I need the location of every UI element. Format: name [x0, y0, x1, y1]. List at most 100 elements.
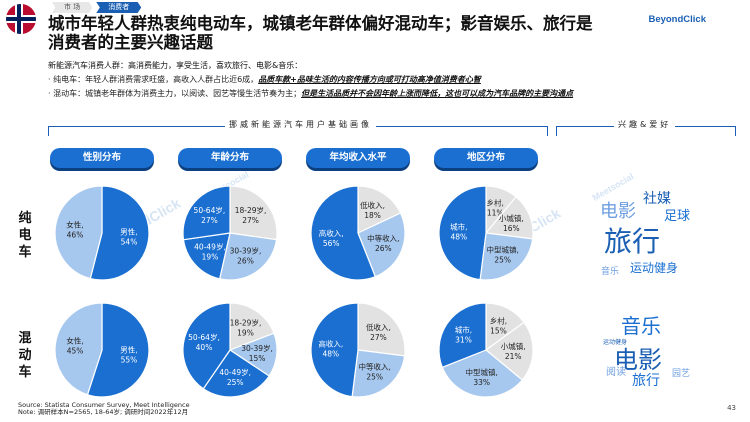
- pie-slice-label: 城市,: [450, 221, 467, 231]
- row-label-ev: 纯电车: [18, 211, 32, 260]
- interest-ev-5: 运动健身: [630, 261, 679, 275]
- pie-slice: [484, 195, 534, 240]
- pie-slice-value: 15%: [249, 354, 266, 363]
- pie-slice-label: 低收入,: [366, 322, 391, 332]
- pie-slice: [357, 212, 406, 278]
- interest-hybrid-0: 音乐: [621, 314, 661, 338]
- page-title-line2: 消费者的主要兴趣话题: [48, 33, 213, 52]
- pie-slice-value: 19%: [202, 253, 219, 262]
- bullet-hybrid: · 混动车：城镇老年群体为消费主力，以阅读、园艺等慢生活节奏为主；但是生活品质并…: [48, 89, 574, 98]
- pie-slice-label: 18-29岁,: [235, 205, 267, 215]
- pie-slice-value: 19%: [237, 329, 254, 338]
- pie-slice: [229, 185, 278, 241]
- pie-slice: [54, 185, 103, 280]
- interest-ev-1: 电影: [600, 201, 636, 222]
- pie-slice: [441, 349, 524, 398]
- pie-slice-value: 31%: [455, 336, 472, 345]
- source-note: Source: Statista Consumer Survey, Meet I…: [18, 402, 190, 416]
- pie-slice-value: 25%: [366, 373, 383, 382]
- intro-text: 新能源汽车消费人群：高消费能力，享受生活，喜欢旅行、电影&音乐：: [48, 61, 303, 70]
- note-line: Note: 调研样本N=2565, 18-64岁; 调研时间2022年12月: [18, 408, 189, 416]
- pie-slice: [438, 185, 487, 281]
- pie-slice-value: 45%: [67, 347, 84, 356]
- pie-slice-value: 15%: [490, 327, 507, 336]
- pie-slice: [182, 302, 231, 390]
- page-number: 43: [727, 404, 736, 412]
- pie-slice-label: 40-49岁,: [219, 367, 251, 377]
- pie-slice: [202, 349, 270, 398]
- pie-slice: [182, 232, 231, 280]
- interest-hybrid-5: 园艺: [672, 369, 691, 379]
- pie-slice: [86, 302, 150, 398]
- row-label-hybrid: 混动车: [18, 331, 32, 380]
- pie-slice: [351, 349, 406, 398]
- profile-section-title: 挪威新能源汽车用户基础画像: [225, 119, 376, 130]
- interest-hybrid-3: 阅读: [606, 367, 626, 378]
- pill-gender: 性别分布: [50, 148, 154, 168]
- pie-slice: [357, 302, 406, 357]
- pie-slice-value: 27%: [242, 216, 259, 225]
- interest-ev-2: 足球: [664, 209, 691, 224]
- brand-logo: BeyondClick: [648, 14, 706, 25]
- breadcrumb: 市 场 消费者: [52, 2, 145, 13]
- pie-slice-value: 33%: [473, 378, 490, 387]
- pie-slice-label: 小城镇,: [501, 341, 526, 351]
- pie-slice: [89, 185, 150, 281]
- pie-slice-value: 26%: [375, 244, 392, 253]
- source-line: Source: Statista Consumer Survey, Meet I…: [18, 401, 190, 409]
- pie-slice-value: 27%: [201, 216, 218, 225]
- pie-slice-value: 40%: [196, 343, 213, 352]
- pie-slice: [54, 302, 103, 396]
- pie-slice-label: 低收入,: [360, 200, 385, 210]
- breadcrumb-market[interactable]: 市 场: [52, 2, 93, 13]
- pie-slice-label: 30-39岁,: [241, 343, 273, 353]
- bullet-ev-highlight: 品质车款+品味生活的内容传播方向或可打动高净值消费者心智: [258, 75, 481, 84]
- pie-slice-label: 中等收入,: [359, 362, 391, 372]
- pie-slice-value: 48%: [450, 232, 467, 241]
- pie-slice-label: 高收入,: [319, 228, 344, 238]
- pie-slice: [310, 302, 359, 398]
- pie-slice-value: 54%: [121, 237, 138, 246]
- pie-slice: [485, 321, 534, 381]
- pie-slice-label: 高收入,: [318, 338, 343, 348]
- pie-slice: [218, 232, 278, 281]
- pie-slice-label: 城市,: [455, 325, 472, 335]
- pill-age: 年龄分布: [178, 148, 282, 168]
- interest-hybrid-4: 旅行: [632, 373, 660, 389]
- breadcrumb-consumer[interactable]: 消费者: [96, 2, 142, 13]
- pie-slice-label: 18-29岁,: [230, 318, 262, 328]
- bullet-hybrid-highlight: 但是生活品质并不会因年龄上涨而降低，这也可以成为汽车品牌的主要沟通点: [301, 89, 574, 98]
- pie-slice-label: 50-64岁,: [188, 332, 220, 342]
- pie-slice-label: 女性,: [66, 220, 83, 230]
- norway-flag-icon: [6, 4, 36, 34]
- pie-slice-label: 小城镇,: [499, 213, 524, 223]
- pie-slice-label: 女性,: [66, 336, 83, 346]
- pie-slice: [229, 302, 275, 351]
- pie-slice-label: 乡村,: [487, 197, 504, 207]
- pie-slice-label: 乡村,: [490, 316, 507, 326]
- interest-ev-0: 社媒: [643, 191, 671, 207]
- interest-hybrid-1: 运动健身: [603, 339, 628, 346]
- pie-slice-value: 16%: [503, 224, 520, 233]
- interest-ev-3: 旅行: [604, 225, 661, 258]
- bullet-ev: · 纯电车：年轻人群消费需求旺盛，高收入人群占比近6成，品质车款+品味生活的内容…: [48, 75, 481, 84]
- pie-slice-value: 56%: [323, 239, 340, 248]
- pie-slice-label: 男性,: [120, 226, 137, 236]
- pie-slice: [310, 185, 377, 281]
- pie-slice-value: 48%: [322, 349, 339, 358]
- pie-slice-label: 男性,: [120, 344, 137, 354]
- pie-slice-value: 25%: [227, 378, 244, 387]
- pie-slice: [357, 185, 402, 234]
- pie-slice-value: 25%: [494, 256, 511, 265]
- pie-slice-value: 46%: [67, 231, 84, 240]
- bullet-ev-text: 纯电车：年轻人群消费需求旺盛，高收入人群占比近6成，: [53, 75, 259, 84]
- pie-slice-label: 中型城镇,: [487, 245, 519, 255]
- pie-slice-label: 中型城镇,: [466, 367, 498, 377]
- interest-ev-4: 音乐: [601, 267, 620, 277]
- pie-slice-value: 21%: [505, 352, 522, 361]
- page-title-line1: 城市年轻人群热衷纯电动车，城镇老年群体偏好混动车；影音娱乐、旅行是: [48, 14, 593, 33]
- bullet-hybrid-text: 混动车：城镇老年群体为消费主力，以阅读、园艺等慢生活节奏为主；: [53, 89, 302, 98]
- page-title: 城市年轻人群热衷纯电动车，城镇老年群体偏好混动车；影音娱乐、旅行是 消费者的主要…: [48, 14, 648, 52]
- pie-slice: [182, 185, 231, 241]
